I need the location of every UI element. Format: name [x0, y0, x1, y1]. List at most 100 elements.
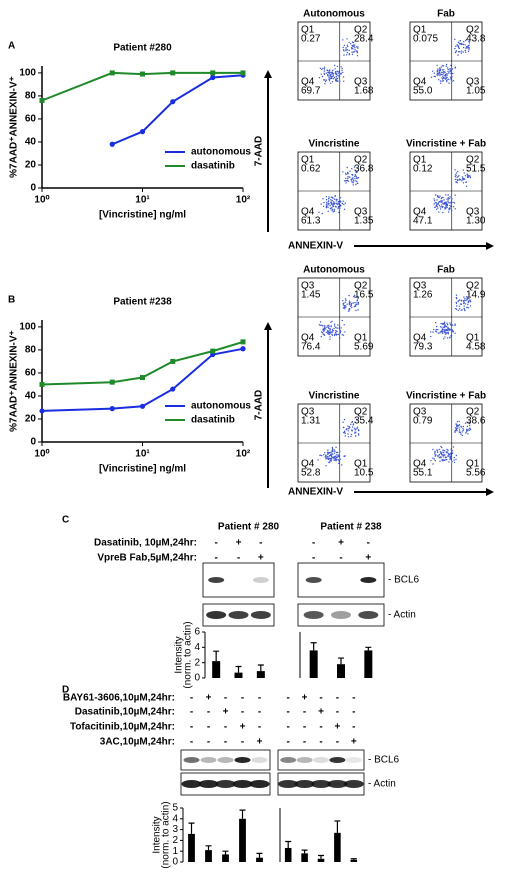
event-dot: [340, 73, 342, 75]
event-dot: [342, 71, 344, 74]
event-dot: [454, 429, 457, 432]
event-dot: [449, 68, 451, 70]
bar: [188, 833, 195, 862]
quadrant-value: 35.4: [354, 416, 374, 427]
event-dot: [441, 451, 443, 453]
event-dot: [335, 459, 337, 461]
event-dot: [345, 299, 347, 301]
y-tick-label: 40: [25, 391, 37, 402]
event-dot: [335, 202, 338, 204]
event-dot: [444, 459, 446, 461]
event-dot: [323, 201, 325, 204]
blot-band: [360, 577, 377, 583]
event-dot: [463, 41, 465, 43]
event-dot: [450, 335, 452, 337]
error-bar: [365, 646, 372, 651]
event-dot: [454, 323, 456, 325]
event-dot: [344, 308, 346, 310]
event-dot: [351, 177, 354, 179]
event-dot: [328, 76, 330, 79]
event-dot: [346, 49, 349, 51]
event-dot: [467, 50, 470, 53]
event-dot: [332, 453, 334, 455]
quadrant-value: 79.3: [413, 342, 433, 353]
event-dot: [331, 448, 334, 450]
blot-band: [228, 611, 249, 619]
event-dot: [436, 451, 439, 453]
point: [240, 346, 246, 352]
event-dot: [450, 329, 453, 331]
event-dot: [442, 449, 444, 451]
event-dot: [442, 202, 444, 204]
event-dot: [340, 66, 342, 68]
x-axis-label: [Vincristine] ng/ml: [99, 464, 186, 475]
event-dot: [442, 78, 444, 80]
point: [109, 406, 115, 412]
event-dot: [440, 452, 443, 454]
event-dot: [456, 430, 458, 432]
event-dot: [437, 332, 440, 334]
event-dot: [456, 305, 458, 307]
event-dot: [444, 208, 446, 210]
event-dot: [462, 178, 464, 180]
event-dot: [434, 450, 436, 453]
quadrant-name: Q3: [354, 207, 368, 218]
event-dot: [329, 75, 332, 77]
event-dot: [325, 204, 328, 206]
event-dot: [352, 182, 354, 184]
event-dot: [454, 47, 456, 50]
event-dot: [331, 320, 333, 323]
y-tick-label: 2: [194, 657, 200, 668]
event-dot: [355, 50, 357, 52]
event-dot: [347, 430, 349, 432]
event-dot: [357, 301, 360, 304]
event-dot: [343, 302, 345, 304]
event-dot: [441, 329, 444, 331]
treatment-sign: -: [190, 693, 193, 704]
event-dot: [356, 52, 358, 54]
event-dot: [347, 45, 349, 48]
event-dot: [432, 457, 434, 459]
event-dot: [354, 304, 356, 306]
event-dot: [351, 45, 353, 47]
event-dot: [333, 334, 336, 337]
event-dot: [336, 456, 338, 459]
event-dot: [331, 207, 333, 209]
blot-frame: [277, 749, 365, 771]
event-dot: [350, 423, 352, 425]
event-dot: [354, 178, 356, 180]
y-tick-label: 20: [25, 414, 37, 425]
event-dot: [433, 328, 435, 331]
event-dot: [446, 325, 448, 328]
event-dot: [336, 330, 338, 333]
event-dot: [321, 212, 323, 215]
event-dot: [336, 73, 338, 76]
event-dot: [323, 329, 325, 331]
event-dot: [448, 78, 450, 80]
y-tick-label: 0: [30, 437, 36, 448]
event-dot: [435, 322, 437, 324]
event-dot: [337, 455, 340, 457]
event-dot: [449, 197, 451, 200]
event-dot: [443, 328, 445, 330]
event-dot: [342, 171, 344, 173]
quadrant-value: 43.8: [466, 34, 486, 45]
event-dot: [345, 177, 347, 179]
treatment-sign: -: [190, 707, 193, 718]
event-dot: [337, 208, 339, 210]
event-dot: [332, 457, 335, 459]
event-dot: [448, 202, 450, 204]
event-dot: [447, 194, 449, 196]
event-dot: [326, 201, 328, 204]
event-dot: [328, 333, 330, 336]
event-dot: [443, 326, 445, 328]
quadrant-value: 38.6: [466, 416, 486, 427]
event-dot: [448, 461, 450, 463]
event-dot: [434, 75, 436, 78]
blot-band: [250, 611, 271, 619]
point: [170, 70, 176, 76]
event-dot: [334, 68, 336, 70]
quadrant-value: 1.45: [301, 290, 321, 301]
quadrant-name: Q2: [354, 281, 368, 292]
treatment-sign: +: [236, 538, 242, 549]
